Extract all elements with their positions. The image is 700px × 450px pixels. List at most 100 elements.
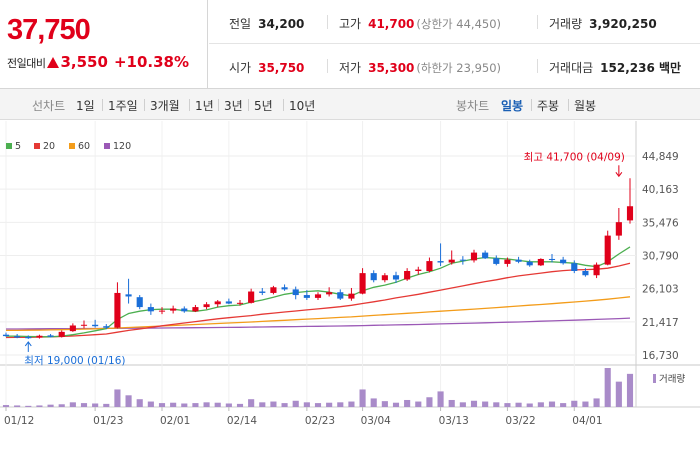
candle-body	[526, 261, 533, 266]
stat-label: 저가	[339, 61, 362, 75]
volume-bar	[158, 403, 166, 407]
stat-value: 35,750	[258, 61, 305, 75]
stat-label: 전일	[229, 17, 252, 31]
price-panel: 37,750 전일대비 3,550 +10.38%	[0, 0, 208, 89]
stat-label: 고가	[339, 17, 362, 31]
price-chart: 44,849 40,163 35,476 30,790 26,103 21,417 16,7…	[0, 121, 700, 427]
legend-label-ma120: 120	[113, 141, 131, 152]
stat-value: 35,300	[368, 61, 415, 75]
candle-body	[281, 287, 288, 290]
x-tick-label: 03/04	[361, 415, 392, 427]
volume-bar	[348, 401, 355, 407]
candle-body	[170, 308, 177, 311]
volume-bar	[604, 368, 611, 407]
volume-bar	[426, 397, 433, 407]
stat-value: 34,200	[258, 17, 305, 31]
candle-period-option[interactable]: 일봉	[501, 99, 524, 113]
y-tick-label: 44,849	[642, 151, 679, 163]
volume-bar	[392, 402, 400, 407]
range-option[interactable]: 1주일	[108, 99, 138, 113]
candle-period-option[interactable]: 주봉	[537, 99, 560, 113]
candle-body	[270, 287, 277, 293]
volume-bar	[170, 402, 177, 407]
volume-bar	[214, 402, 221, 407]
volume-bar	[615, 381, 622, 407]
change-row: 전일대비 3,550 +10.38%	[7, 52, 189, 71]
change-percent: +10.38%	[113, 53, 189, 71]
candle-body	[136, 297, 143, 308]
range-option[interactable]: 3년	[224, 99, 243, 113]
change-label: 전일대비	[7, 57, 46, 70]
candle-body	[192, 307, 199, 312]
volume-bar	[136, 399, 143, 407]
volume-bar	[147, 401, 154, 407]
ma60-line	[6, 296, 631, 332]
x-tick-label: 03/22	[505, 415, 535, 427]
candle-period-option[interactable]: 월봉	[574, 99, 597, 113]
candle-body	[303, 295, 310, 298]
candle-body	[437, 261, 444, 263]
candle-body	[2, 334, 10, 337]
volume-bar	[181, 403, 188, 407]
volume-bar	[47, 404, 54, 407]
volume-bar	[337, 402, 344, 407]
volume-bar	[303, 402, 310, 407]
stat-4: 저가 35,300 (하한가 23,950)	[339, 59, 501, 76]
candle-body	[181, 308, 188, 312]
volume-bar	[259, 402, 266, 407]
candle-body	[225, 301, 232, 304]
toolbar-divider	[102, 99, 103, 111]
candle-body	[359, 273, 366, 294]
volume-bar	[626, 373, 634, 407]
volume-bar	[459, 402, 466, 407]
toolbar-divider	[531, 99, 532, 111]
legend-label-ma5: 5	[15, 141, 21, 152]
volume-bar	[415, 401, 422, 407]
candle-body	[292, 289, 299, 296]
volume-bar	[526, 403, 533, 407]
candle-body	[236, 302, 244, 304]
range-option[interactable]: 1일	[76, 99, 95, 113]
candle-body	[404, 270, 411, 280]
range-option[interactable]: 10년	[289, 99, 316, 113]
candle-body	[25, 336, 32, 339]
candle-body	[314, 294, 322, 298]
legend-swatch-ma120	[104, 143, 110, 149]
candle-body	[103, 326, 110, 328]
candle-body	[259, 291, 266, 293]
stat-3: 시가 35,750	[229, 59, 304, 76]
range-option[interactable]: 1년	[195, 99, 214, 113]
volume-bar	[571, 400, 578, 407]
volume-bar	[582, 401, 589, 407]
x-tick-label: 02/01	[160, 415, 190, 427]
volume-bar	[281, 403, 288, 407]
legend-label-ma20: 20	[43, 141, 55, 152]
candle-body	[504, 259, 511, 264]
y-tick-label: 21,417	[642, 317, 679, 329]
candle-body	[593, 264, 600, 276]
toolbar-divider	[189, 99, 190, 111]
range-option[interactable]: 3개월	[150, 99, 180, 113]
x-tick-label: 02/23	[305, 415, 335, 427]
toolbar-divider	[218, 99, 219, 111]
x-tick-label: 01/12	[4, 415, 34, 427]
volume-bar	[326, 402, 333, 407]
legend-swatch-ma60	[69, 143, 75, 149]
candle-body	[459, 259, 466, 261]
stat-divider	[327, 59, 328, 73]
volume-bar	[515, 402, 522, 407]
volume-bar	[270, 401, 277, 407]
candle-body	[515, 259, 522, 262]
ma5-line	[6, 246, 631, 338]
range-option[interactable]: 5년	[254, 99, 273, 113]
volume-bar	[504, 403, 511, 407]
candle-body	[548, 258, 556, 260]
high-annotation-label: 최고 41,700 (04/09)	[524, 151, 625, 163]
volume-bar	[593, 398, 600, 407]
volume-bar	[58, 404, 65, 407]
candle-body	[158, 310, 166, 312]
volume-bar	[103, 403, 110, 407]
legend-swatch-ma5	[6, 143, 12, 149]
toolbar-divider	[144, 99, 145, 111]
